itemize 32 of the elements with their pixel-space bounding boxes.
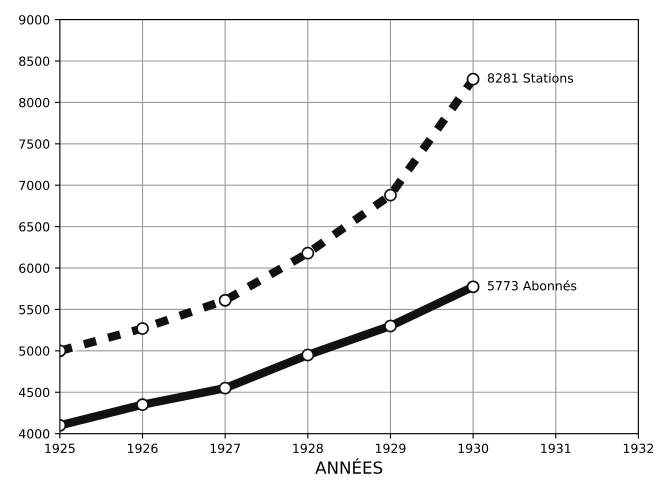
point: [466, 72, 480, 86]
x-tick-label: 1929: [376, 444, 406, 454]
x-tick-label: 1926: [128, 444, 158, 454]
point: [218, 382, 232, 394]
y-tick-label: 4000: [18, 429, 50, 439]
x-tick-label: 1928: [293, 444, 323, 454]
y-tick-label: 6000: [19, 264, 50, 273]
point: [466, 280, 480, 294]
y-tick-label: 4500: [18, 388, 50, 398]
x-tick-label: 1925: [45, 444, 75, 454]
y-tick-label: 8500: [19, 56, 50, 66]
point: [384, 320, 397, 332]
x-tick-label: 1927: [210, 444, 240, 454]
point: [136, 398, 149, 412]
point: [218, 294, 232, 307]
y-tick-label: 5500: [19, 304, 50, 314]
x-tick-label: 1932: [624, 444, 654, 454]
y-tick-label: 9000: [19, 15, 50, 25]
x-tick-label: 1931: [541, 444, 570, 454]
y-tick-label: 7500: [19, 139, 50, 149]
x-axis-title: ANNÉES: [315, 458, 382, 474]
y-tick-label: 6500: [19, 222, 50, 232]
point: [136, 322, 149, 335]
point: [301, 246, 314, 260]
annotation: 5773 Abonnés: [488, 280, 576, 290]
y-tick-label: 7000: [19, 180, 50, 190]
y-tick-label: 8000: [19, 98, 50, 108]
point: [384, 188, 397, 202]
annotation: 8281 Stations: [488, 73, 574, 83]
point: [301, 348, 314, 362]
x-tick-label: 1930: [458, 444, 488, 454]
y-tick-label: 5000: [19, 346, 50, 356]
